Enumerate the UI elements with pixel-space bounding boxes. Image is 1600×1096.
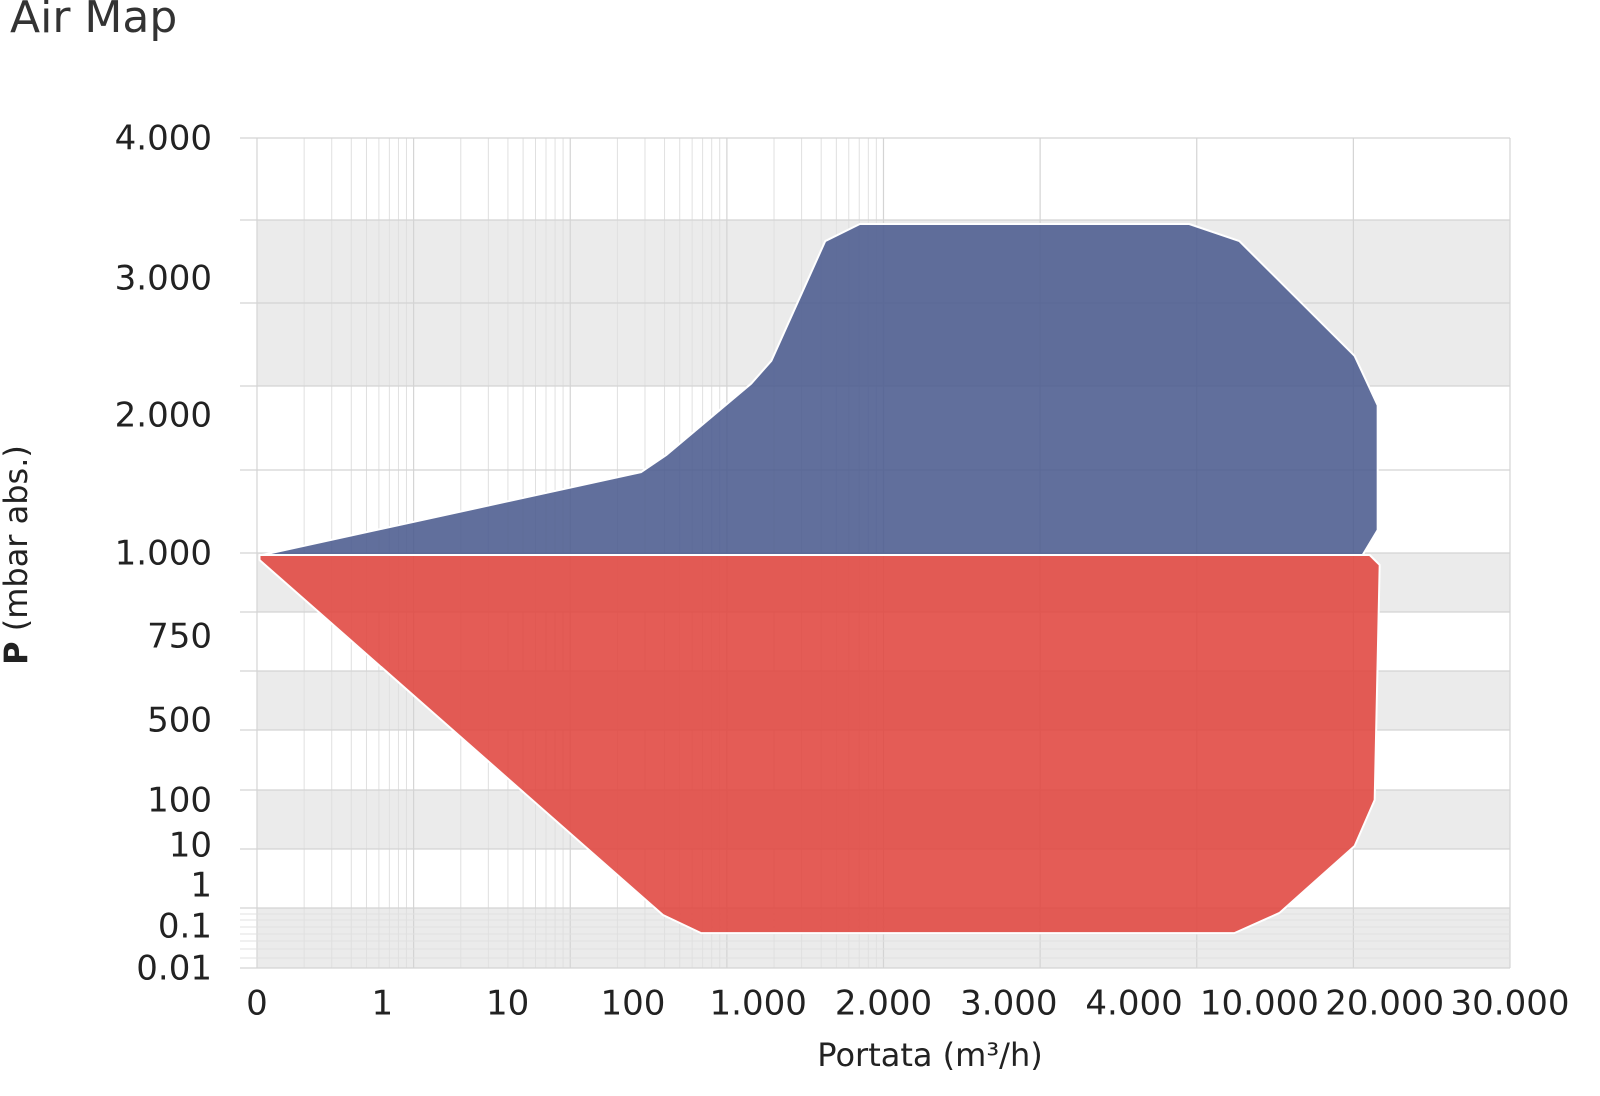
x-tick-label: 1.000 xyxy=(710,984,807,1024)
x-tick-label: 4.000 xyxy=(1085,984,1182,1024)
y-tick-label: 0.01 xyxy=(136,949,212,989)
x-tick-label: 3.000 xyxy=(960,984,1057,1024)
area-region xyxy=(258,554,1381,935)
x-tick-label: 20.000 xyxy=(1325,984,1444,1024)
y-tick-label: 1 xyxy=(190,866,212,906)
y-tick-label: 10 xyxy=(169,826,212,866)
x-tick-label: 10.000 xyxy=(1200,984,1319,1024)
x-tick-label: 2.000 xyxy=(835,984,932,1024)
areas xyxy=(258,223,1381,935)
y-tick-label: 500 xyxy=(147,701,212,741)
chart-title: Air Map xyxy=(10,0,177,43)
y-tick-label: 100 xyxy=(147,781,212,821)
x-axis-label: Portata (m³/h) xyxy=(817,1036,1042,1074)
x-tick-label: 30.000 xyxy=(1451,984,1570,1024)
y-tick-label: 4.000 xyxy=(115,119,212,159)
x-tick-label: 100 xyxy=(600,984,665,1024)
y-tick-label: 2.000 xyxy=(115,396,212,436)
x-tick-label: 1 xyxy=(371,984,393,1024)
y-axis-label: P (mbar abs.) xyxy=(0,445,35,665)
y-axis-unit: (mbar abs.) xyxy=(0,445,35,631)
y-tick-label: 1.000 xyxy=(115,534,212,574)
ticks: 0 1 10 100 1.000 2.000 3.000 4.000 10.000 20.000 3… xyxy=(115,119,1570,1024)
x-tick-label: 0 xyxy=(246,984,268,1024)
area-region xyxy=(261,223,1379,556)
y-tick-label: 0.1 xyxy=(158,907,212,947)
y-tick-label: 3.000 xyxy=(115,259,212,299)
y-axis-symbol: P xyxy=(0,641,35,664)
y-tick-label: 750 xyxy=(147,617,212,657)
x-tick-label: 10 xyxy=(486,984,529,1024)
